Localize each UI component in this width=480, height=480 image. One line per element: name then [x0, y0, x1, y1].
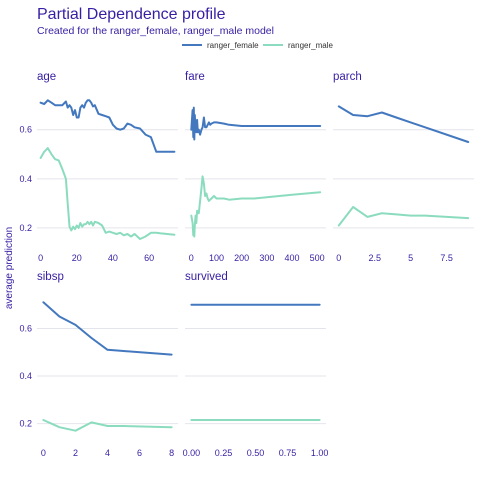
x-tick-label-survived-4: 1.00 [311, 448, 329, 458]
facet-label-parch: parch [333, 71, 362, 83]
facet-parch: parch 0 2.5 5 7.5 [333, 71, 474, 263]
x-tick-label-survived-2: 0.50 [247, 448, 265, 458]
x-tick-label-parch-2: 5 [408, 253, 413, 263]
y-tick-label-sibsp-0.4: 0.4 [19, 371, 32, 381]
x-tick-label-fare-1: 100 [209, 253, 224, 263]
y-tick-label-sibsp-0.6: 0.6 [19, 323, 32, 333]
chart-subtitle: Created for the ranger_female, ranger_ma… [37, 25, 274, 37]
legend-label-ranger-female: ranger_female [207, 41, 259, 50]
facet-sibsp: sibsp 0.2 0.4 0.6 0 2 4 6 8 [19, 271, 178, 458]
x-tick-label-survived-0: 0.00 [183, 448, 201, 458]
x-tick-label-parch-3: 7.5 [440, 253, 453, 263]
x-tick-label-age-3: 60 [144, 253, 154, 263]
facet-label-survived: survived [185, 271, 228, 283]
x-tick-label-fare-4: 400 [284, 253, 299, 263]
x-tick-label-sibsp-3: 6 [137, 448, 142, 458]
series-line-fare-ranger-male [190, 175, 322, 238]
series-line-sibsp-ranger-male [42, 419, 173, 432]
x-tick-label-sibsp-0: 0 [41, 448, 46, 458]
facet-age: age 0.2 0.4 0.6 0 20 40 60 [19, 71, 178, 263]
facet-survived: survived 0.00 0.25 0.50 0.75 1.00 [183, 271, 329, 458]
y-tick-label-age-0.2: 0.2 [19, 223, 32, 233]
x-tick-label-sibsp-1: 2 [73, 448, 78, 458]
x-tick-label-survived-3: 0.75 [279, 448, 297, 458]
chart-title: Partial Dependence profile [37, 6, 226, 23]
facet-fare: fare 0 100 200 300 400 500 [185, 71, 326, 263]
x-tick-label-fare-3: 300 [259, 253, 274, 263]
y-tick-label-sibsp-0.2: 0.2 [19, 419, 32, 429]
y-axis-label: average prediction [4, 227, 15, 309]
series-line-parch-ranger-male [337, 206, 470, 227]
series-line-age-ranger-male [39, 147, 176, 240]
series-line-age-ranger-female [39, 99, 176, 153]
y-tick-label-age-0.6: 0.6 [19, 125, 32, 135]
x-tick-label-age-1: 20 [72, 253, 82, 263]
x-tick-label-fare-0: 0 [189, 253, 194, 263]
y-tick-label-age-0.4: 0.4 [19, 174, 32, 184]
x-tick-label-sibsp-2: 4 [105, 448, 110, 458]
x-tick-label-sibsp-4: 8 [169, 448, 174, 458]
x-tick-label-parch-0: 0 [336, 253, 341, 263]
x-tick-label-parch-1: 2.5 [368, 253, 381, 263]
x-tick-label-fare-5: 500 [310, 253, 325, 263]
legend-label-ranger-male: ranger_male [288, 41, 333, 50]
x-tick-label-age-2: 40 [108, 253, 118, 263]
series-line-fare-ranger-female [190, 106, 322, 141]
legend: ranger_female ranger_male [182, 41, 333, 50]
facet-label-fare: fare [185, 71, 205, 83]
x-tick-label-survived-1: 0.25 [215, 448, 233, 458]
x-tick-label-fare-2: 200 [234, 253, 249, 263]
x-tick-label-age-0: 0 [38, 253, 43, 263]
facet-label-sibsp: sibsp [37, 271, 64, 283]
series-line-sibsp-ranger-female [42, 301, 173, 356]
series-line-parch-ranger-female [337, 105, 470, 143]
facet-label-age: age [37, 71, 56, 83]
